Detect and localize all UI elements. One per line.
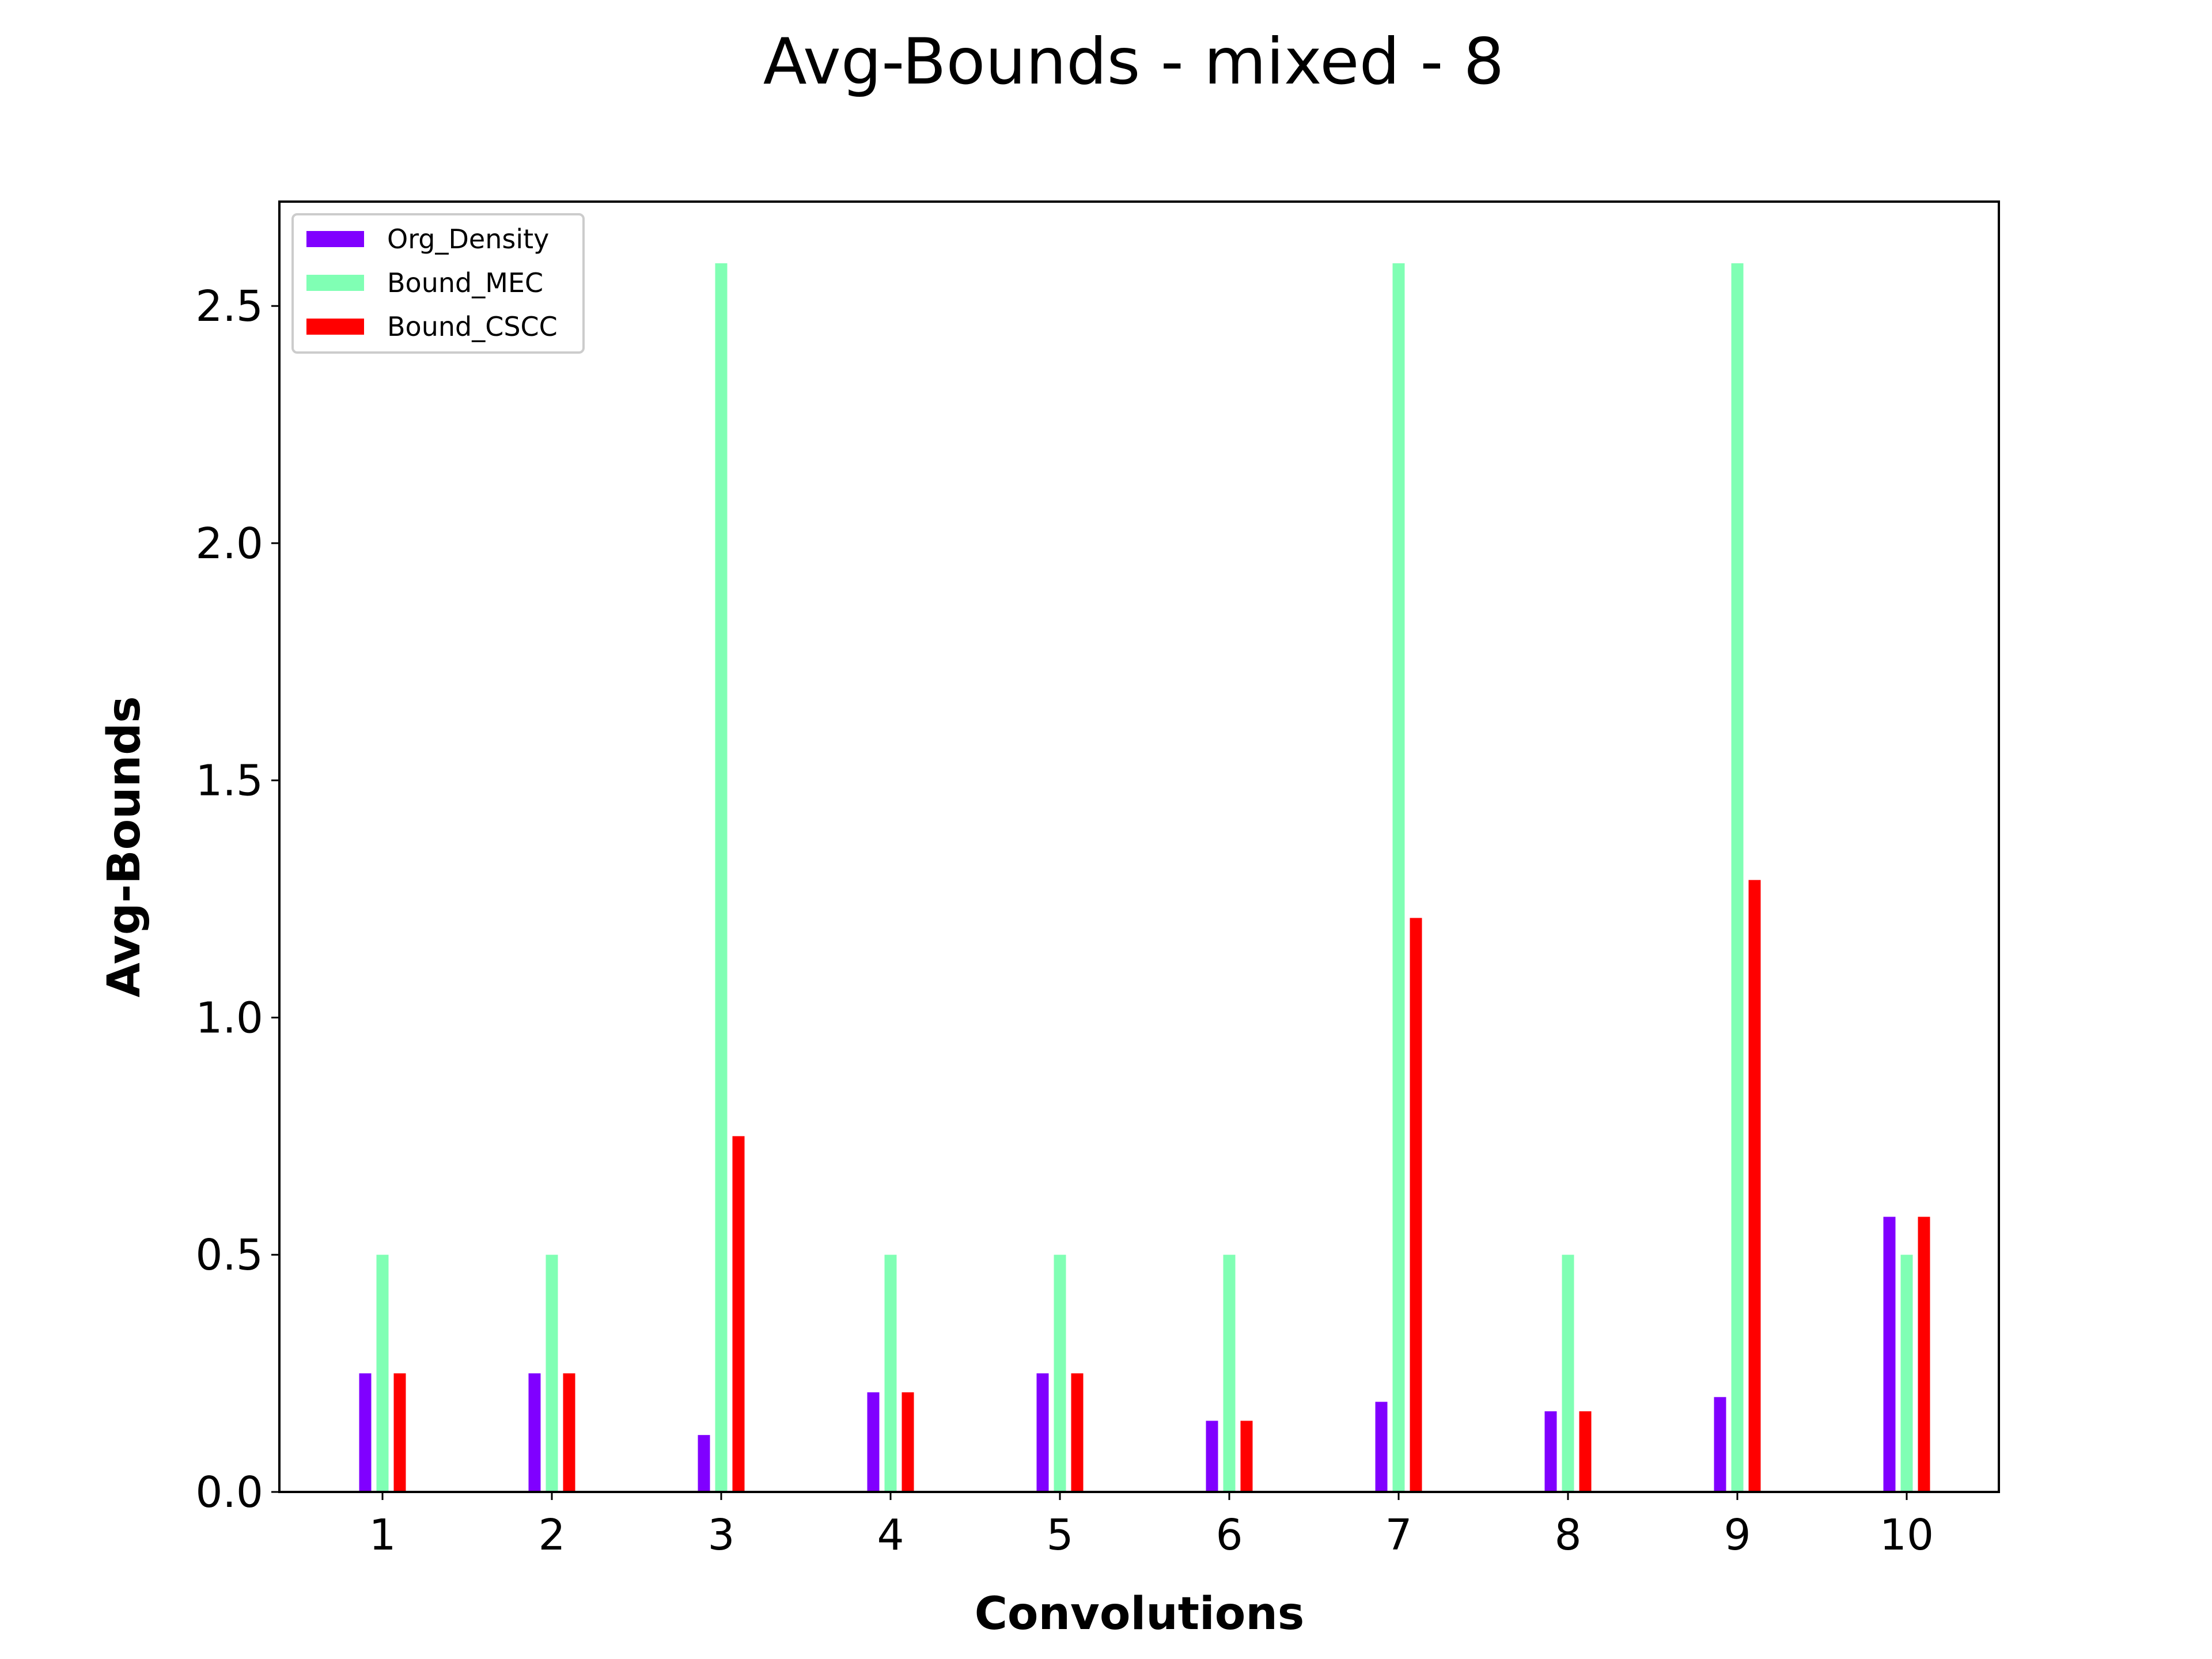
legend-label-org-density: Org_Density (387, 224, 549, 255)
bar-bound-cscc-3 (732, 1136, 745, 1492)
bar-org-density-3 (698, 1435, 710, 1492)
legend-swatch-org-density (306, 231, 364, 247)
y-axis-label: Avg-Bounds (99, 696, 150, 998)
bar-bound-mec-8 (1562, 1255, 1574, 1492)
bar-bound-cscc-10 (1918, 1217, 1930, 1492)
x-tick-label: 6 (1215, 1510, 1243, 1560)
y-tick-label: 0.5 (195, 1230, 263, 1280)
bar-bound-mec-10 (1900, 1255, 1913, 1492)
chart-title: Avg-Bounds - mixed - 8 (763, 25, 1505, 99)
legend-swatch-bound-cscc (306, 319, 364, 335)
y-tick-label: 0.0 (195, 1468, 263, 1517)
x-tick-label: 3 (707, 1510, 734, 1560)
y-tick-label: 1.0 (195, 993, 263, 1043)
legend-box (291, 213, 585, 354)
x-tick-label: 9 (1724, 1510, 1751, 1560)
bar-bound-cscc-5 (1071, 1373, 1084, 1492)
legend-swatch-bound-mec (306, 275, 364, 291)
x-tick-label: 7 (1385, 1510, 1412, 1560)
plot-frame (278, 200, 2000, 1493)
legend: Org_Density Bound_MEC Bound_CSCC (291, 213, 585, 354)
bar-bound-mec-3 (715, 263, 728, 1492)
bar-bound-cscc-9 (1748, 880, 1761, 1492)
bar-org-density-2 (528, 1373, 541, 1492)
bar-bound-cscc-6 (1240, 1421, 1253, 1492)
legend-label-bound-cscc: Bound_CSCC (387, 311, 558, 342)
bar-bound-cscc-7 (1410, 918, 1422, 1492)
bar-bound-mec-5 (1054, 1255, 1066, 1492)
bar-bound-cscc-8 (1579, 1411, 1592, 1492)
bar-org-density-9 (1714, 1397, 1726, 1492)
y-axis-ticks: 0.0 0.5 1.0 1.5 2.0 2.5 (195, 282, 279, 1517)
bar-bound-mec-2 (546, 1255, 558, 1492)
x-tick-label: 2 (538, 1510, 565, 1560)
bar-org-density-10 (1883, 1217, 1896, 1492)
y-tick-label: 1.5 (195, 756, 263, 806)
x-axis-ticks: 1 2 3 4 5 6 7 8 9 10 (369, 1492, 1934, 1560)
bar-org-density-6 (1206, 1421, 1218, 1492)
bar-bound-cscc-4 (902, 1392, 914, 1492)
bar-org-density-1 (359, 1373, 372, 1492)
y-tick-label: 2.5 (195, 282, 263, 331)
bar-bound-mec-4 (884, 1255, 897, 1492)
bar-org-density-7 (1375, 1402, 1388, 1492)
bars (359, 263, 1930, 1492)
bar-bound-cscc-1 (393, 1373, 406, 1492)
x-tick-label: 4 (877, 1510, 904, 1560)
x-tick-label: 1 (369, 1510, 396, 1560)
x-axis-label: Convolutions (975, 1588, 1305, 1640)
x-tick-label: 5 (1046, 1510, 1073, 1560)
x-tick-label: 10 (1880, 1510, 1934, 1560)
bar-org-density-4 (867, 1392, 880, 1492)
bar-bound-mec-7 (1392, 263, 1405, 1492)
legend-label-bound-mec: Bound_MEC (387, 267, 543, 298)
bar-bound-mec-6 (1223, 1255, 1236, 1492)
bar-org-density-8 (1544, 1411, 1557, 1492)
x-tick-label: 8 (1554, 1510, 1581, 1560)
bar-bound-mec-1 (376, 1255, 389, 1492)
bar-bound-cscc-2 (563, 1373, 575, 1492)
y-tick-label: 2.0 (195, 519, 263, 569)
legend-entries: Org_Density Bound_MEC Bound_CSCC (306, 224, 558, 342)
bar-bound-mec-9 (1731, 263, 1744, 1492)
bar-org-density-5 (1036, 1373, 1049, 1492)
